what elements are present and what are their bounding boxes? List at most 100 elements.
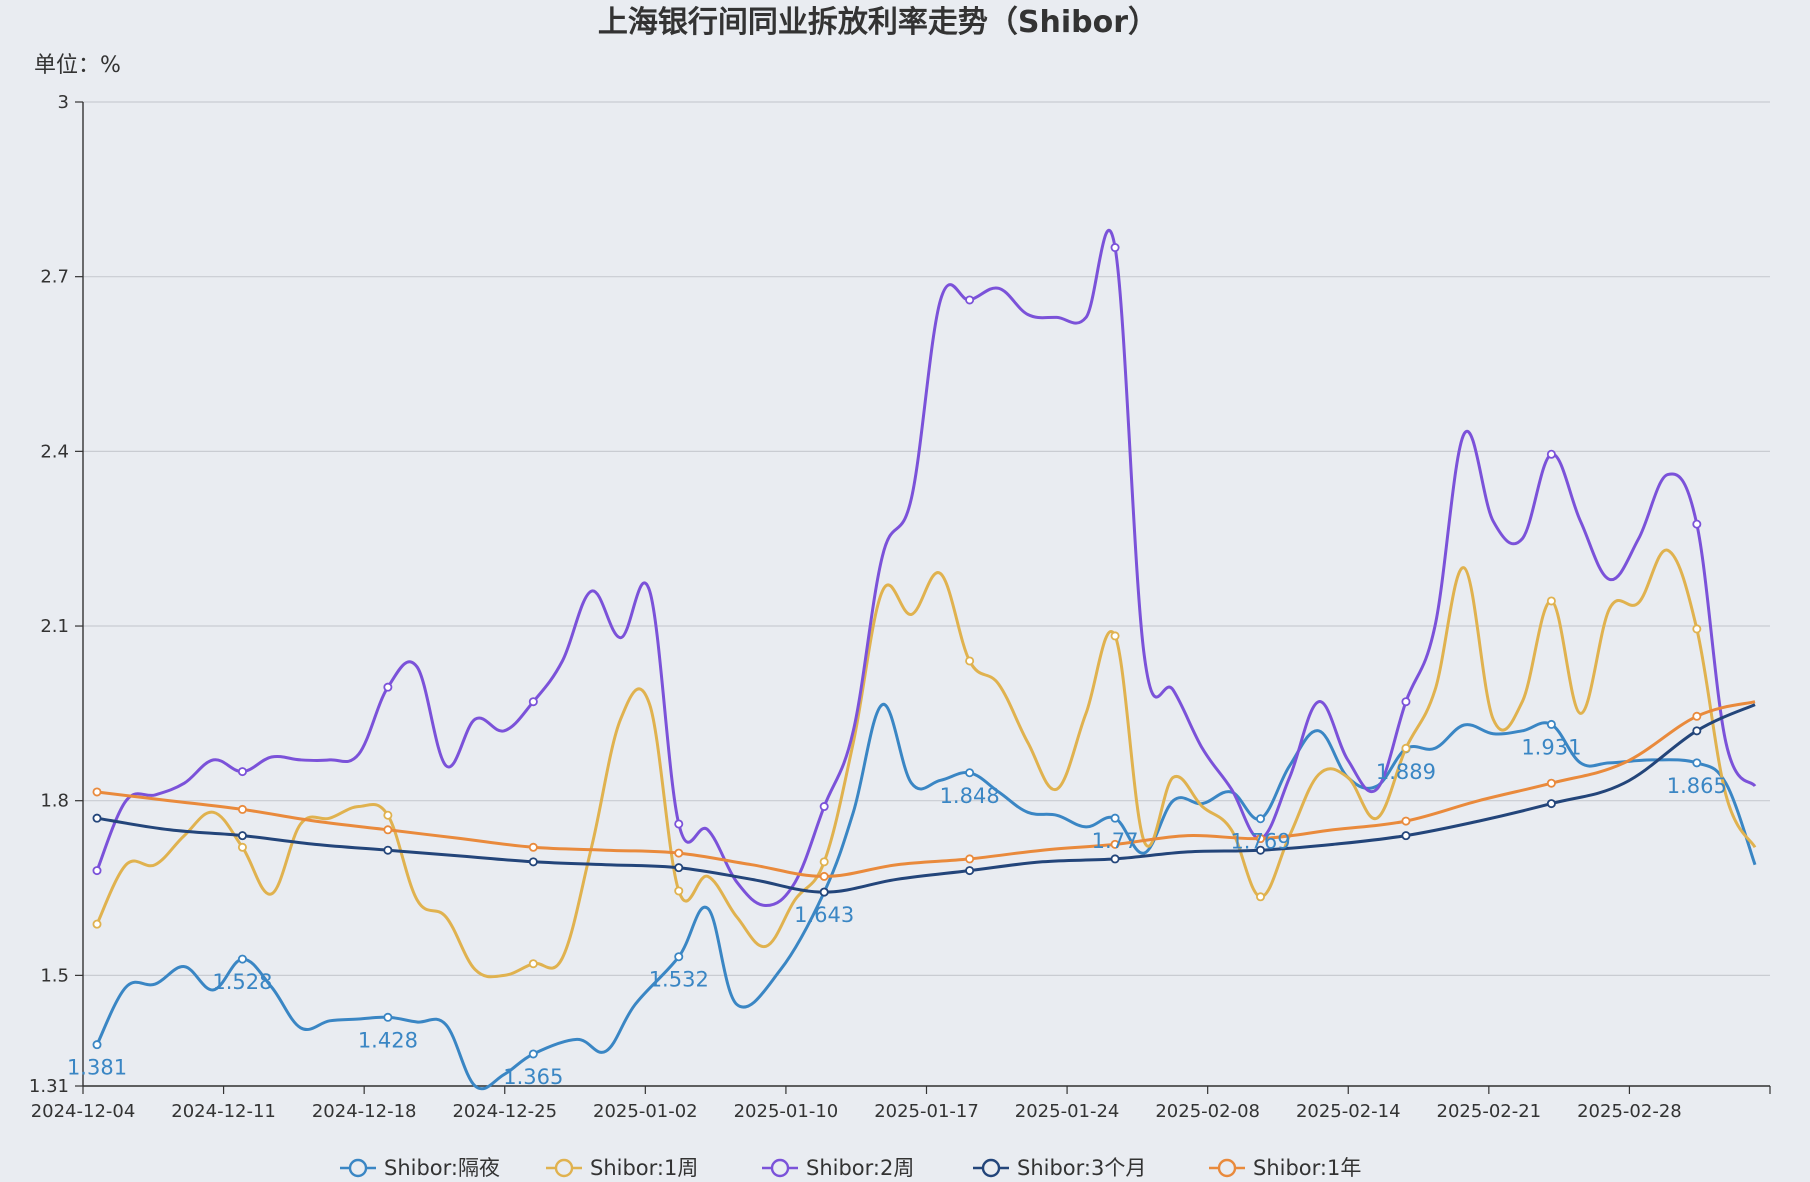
data-label: 1.528 [212,970,272,994]
series-point-2w [383,682,393,692]
data-label: 1.77 [1092,829,1139,853]
data-label: 1.769 [1230,830,1290,854]
legend-label: Shibor:1周 [590,1156,698,1180]
x-tick-label: 2025-02-21 [1437,1101,1542,1122]
series-point-overnight [1256,814,1266,824]
data-labels: 1.381 1.528 1.428 1.365 1.532 1.643 1.848 1.77 1… [67,735,1727,1089]
series-point-overnight [965,768,975,778]
y-tick-label: 2.4 [40,441,69,462]
unit-label: 单位：% [34,53,121,78]
series-point-1y [819,871,829,881]
data-label: 1.428 [358,1028,418,1052]
series-point-2w [528,697,538,707]
data-label: 1.931 [1521,735,1581,759]
series-point-2w [819,802,829,812]
series-line-2w [95,228,1757,907]
series-point-1w [674,886,684,896]
series-point-3m [674,863,684,873]
data-label: 1.643 [794,903,854,927]
legend-label: Shibor:1年 [1253,1156,1361,1180]
series-point-3m [965,866,975,876]
y-tick-label: 1.8 [40,791,69,812]
series-point-1y [1401,816,1411,826]
series-point-1y [1546,778,1556,788]
series-point-overnight [1692,758,1702,768]
grid-lines [83,101,1770,1087]
series-point-3m [819,887,829,897]
legend-item-2w[interactable]: Shibor:2周 [762,1156,914,1180]
data-label: 1.865 [1667,774,1727,798]
series-point-1y [1256,834,1266,844]
legend-marker [554,1158,574,1178]
series-point-1w [1256,892,1266,902]
series-point-1w [1110,631,1120,641]
x-tick-label: 2025-02-28 [1577,1101,1682,1122]
series-line-1w [95,548,1757,979]
legend-label: Shibor:隔夜 [384,1156,500,1180]
legend-label: Shibor:3个月 [1017,1156,1146,1180]
legend-marker [981,1158,1001,1178]
series-point-3m [1401,831,1411,841]
x-tick-label: 2024-12-11 [171,1101,276,1122]
data-label: 1.365 [503,1065,563,1089]
legend-item-1y[interactable]: Shibor:1年 [1209,1156,1361,1180]
series-point-2w [92,866,102,876]
series-point-2w [1692,519,1702,529]
series-point-1y [383,825,393,835]
data-label: 1.848 [940,784,1000,808]
x-tick-label: 2025-01-10 [734,1101,839,1122]
legend-marker [348,1158,368,1178]
y-tick-label: 1.5 [40,965,69,986]
y-tick-label: 3 [58,92,69,113]
series-point-1w [1401,743,1411,753]
series-point-1w [528,959,538,969]
series-point-3m [383,845,393,855]
series-point-1w [383,810,393,820]
legend-label: Shibor:2周 [806,1156,914,1180]
legend-marker [1217,1158,1237,1178]
series-line-overnight [95,703,1757,1091]
series-group [92,228,1757,1091]
series-point-overnight [1546,719,1556,729]
series-point-2w [1546,449,1556,459]
legend-item-overnight[interactable]: Shibor:隔夜 [340,1156,500,1180]
legend-item-3m[interactable]: Shibor:3个月 [973,1156,1146,1180]
legend[interactable]: Shibor:隔夜 Shibor:1周 Shibor:2周 Shibor:3个月 Shi… [340,1156,1361,1180]
series-point-3m [1110,854,1120,864]
series-point-2w [237,767,247,777]
series-point-3m [1692,726,1702,736]
series-point-overnight [1110,813,1120,823]
x-tick-label: 2025-02-08 [1155,1101,1260,1122]
series-point-3m [237,831,247,841]
series-point-1w [1546,596,1556,606]
series-line-3m [96,703,1756,894]
series-point-1y [1110,839,1120,849]
axes: 1.31 1.5 1.8 2.1 2.4 2.7 3 2024-12-04 2024-12-11… [29,92,1771,1122]
series-point-1y [528,842,538,852]
series-point-2w [1110,243,1120,253]
y-tick-label: 1.31 [29,1076,69,1097]
series-point-3m [92,813,102,823]
series-line-1y [96,700,1756,878]
x-tick-label: 2025-01-17 [874,1101,979,1122]
data-label: 1.381 [67,1056,127,1080]
x-tick-label: 2025-02-14 [1296,1101,1401,1122]
series-point-2w [965,295,975,305]
x-tick-label: 2025-01-02 [593,1101,698,1122]
series-point-2w [674,819,684,829]
series-point-2w [1401,697,1411,707]
series-point-1w [92,919,102,929]
x-tick-label: 2025-01-24 [1015,1101,1120,1122]
series-point-1w [237,842,247,852]
x-tick-label: 2024-12-18 [312,1101,417,1122]
data-label: 1.889 [1376,760,1436,784]
series-point-1w [965,656,975,666]
series-point-overnight [92,1040,102,1050]
x-tick-label: 2024-12-04 [31,1101,136,1122]
series-point-overnight [674,952,684,962]
series-point-overnight [383,1012,393,1022]
legend-item-1w[interactable]: Shibor:1周 [546,1156,698,1180]
y-tick-label: 2.7 [40,267,69,288]
